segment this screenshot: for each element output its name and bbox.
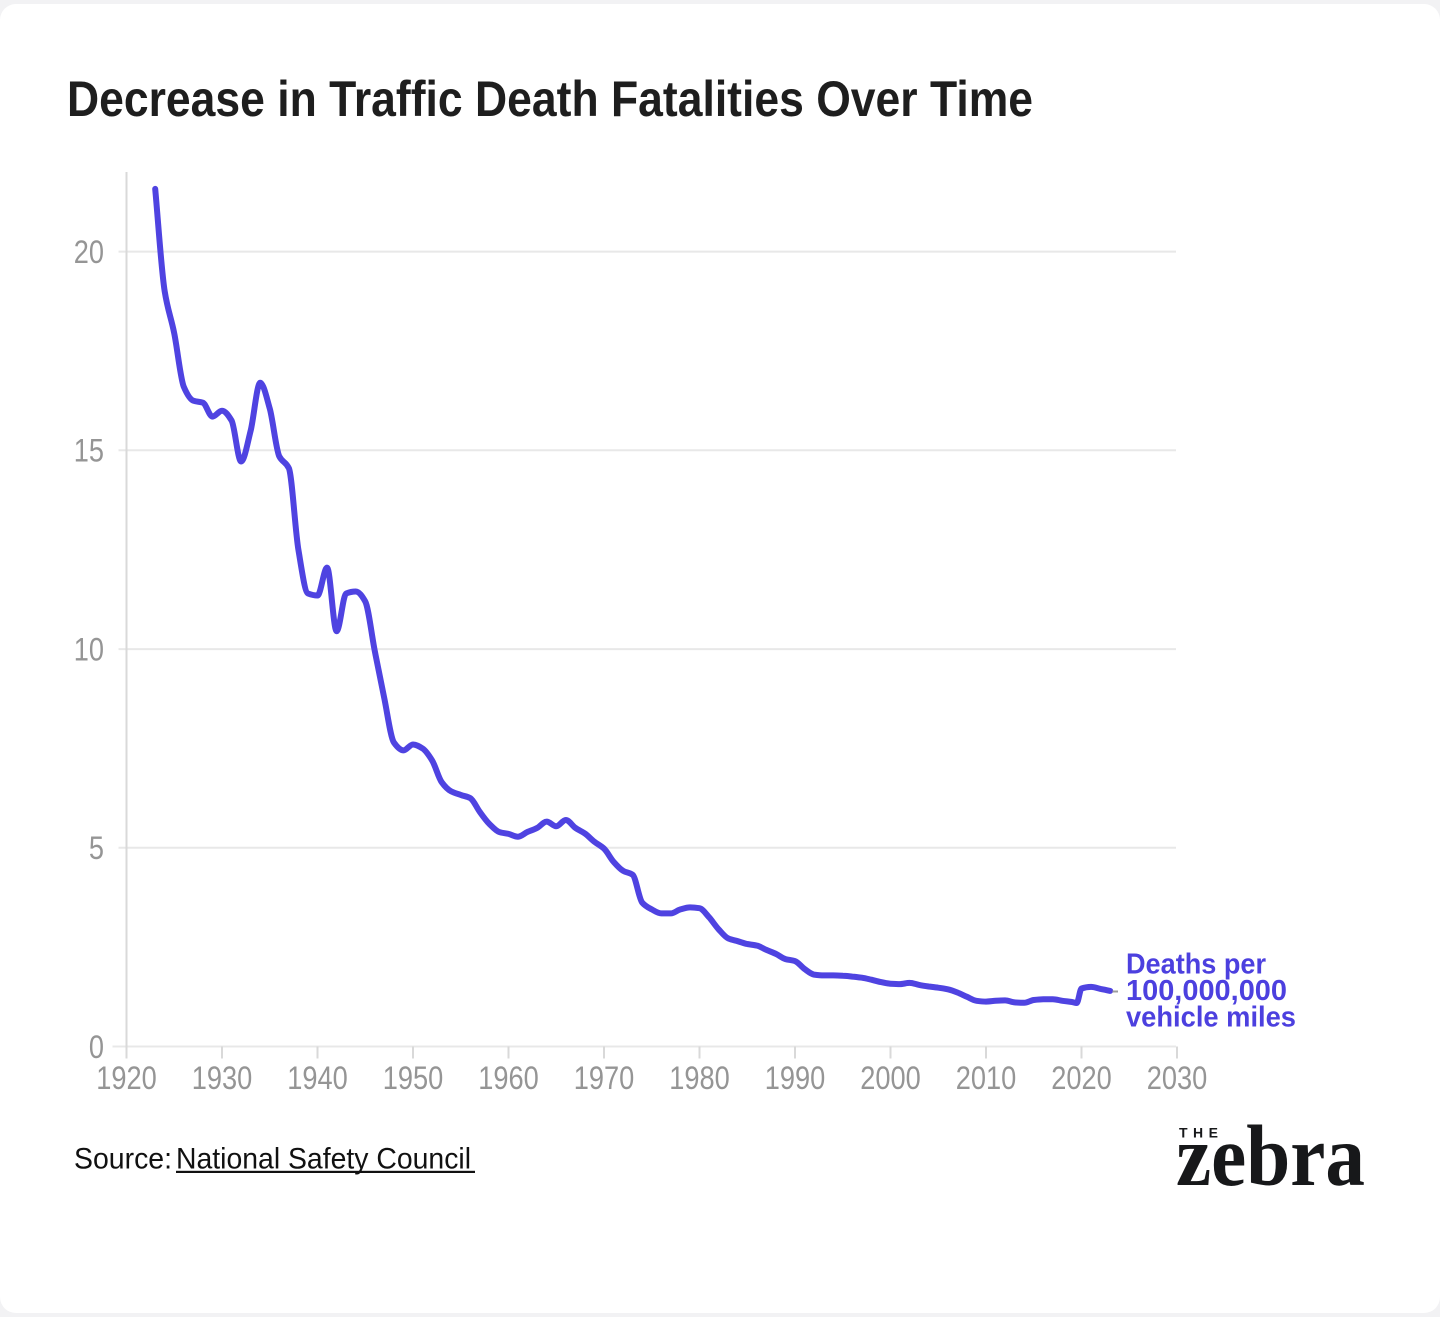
svg-text:5: 5 bbox=[89, 830, 104, 866]
svg-text:zebra: zebra bbox=[1176, 1107, 1365, 1204]
svg-text:Deaths per: Deaths per bbox=[1126, 949, 1266, 981]
svg-text:1960: 1960 bbox=[478, 1060, 539, 1096]
svg-text:vehicle miles: vehicle miles bbox=[1126, 1002, 1296, 1034]
svg-text:2000: 2000 bbox=[860, 1060, 921, 1096]
svg-text:National Safety Council: National Safety Council bbox=[176, 1142, 471, 1175]
svg-text:Decrease in Traffic Death Fata: Decrease in Traffic Death Fatalities Ove… bbox=[67, 71, 1033, 127]
svg-text:2020: 2020 bbox=[1051, 1060, 1112, 1096]
svg-text:100,000,000: 100,000,000 bbox=[1126, 975, 1287, 1007]
svg-text:1920: 1920 bbox=[96, 1060, 157, 1096]
svg-text:Source:: Source: bbox=[74, 1142, 172, 1175]
svg-text:15: 15 bbox=[74, 433, 104, 469]
svg-text:10: 10 bbox=[74, 632, 104, 668]
svg-text:1990: 1990 bbox=[765, 1060, 826, 1096]
svg-text:1970: 1970 bbox=[574, 1060, 635, 1096]
svg-text:0: 0 bbox=[89, 1029, 104, 1065]
svg-text:THE: THE bbox=[1179, 1125, 1224, 1141]
svg-text:1930: 1930 bbox=[192, 1060, 253, 1096]
svg-text:2030: 2030 bbox=[1147, 1060, 1208, 1096]
svg-text:20: 20 bbox=[74, 234, 104, 270]
svg-text:1940: 1940 bbox=[287, 1060, 348, 1096]
svg-text:2010: 2010 bbox=[956, 1060, 1017, 1096]
svg-text:1980: 1980 bbox=[669, 1060, 730, 1096]
svg-text:1950: 1950 bbox=[383, 1060, 444, 1096]
